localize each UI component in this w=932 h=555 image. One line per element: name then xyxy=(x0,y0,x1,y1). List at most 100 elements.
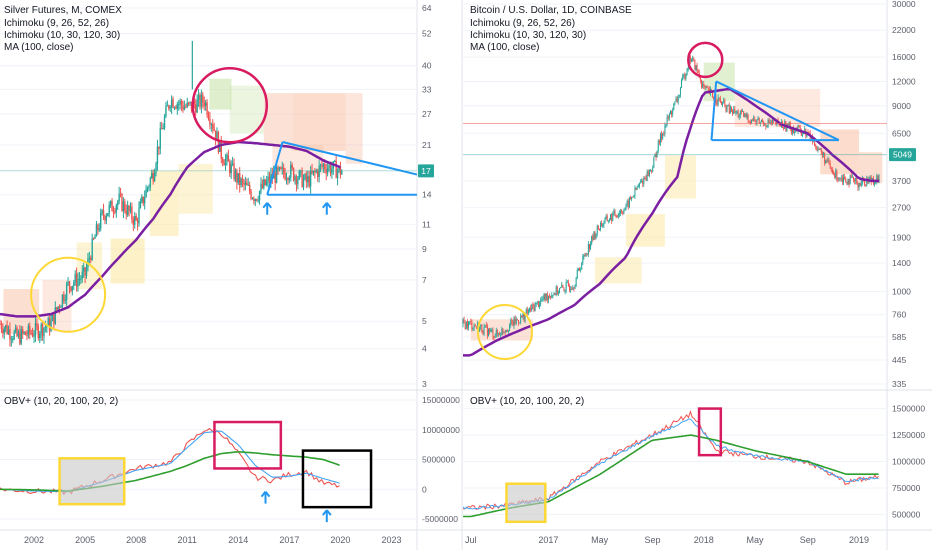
silver-candle-body xyxy=(180,100,183,106)
bitcoin-candle-body xyxy=(613,210,615,215)
silver-candle-body xyxy=(19,331,21,344)
bitcoin-candle-body xyxy=(858,183,860,188)
bitcoin-candle-body xyxy=(734,108,736,114)
bitcoin-candle-body xyxy=(843,176,845,183)
bitcoin-candle-body xyxy=(651,170,653,172)
silver-candle-body xyxy=(315,170,317,173)
silver-candle-body xyxy=(16,327,18,337)
bitcoin-candle-body xyxy=(788,122,790,126)
bitcoin-candle-body xyxy=(561,285,563,288)
silver-obv-label: OBV+ (10, 20, 100, 20, 2) xyxy=(4,396,118,407)
silver-candle-body xyxy=(51,314,54,321)
bitcoin-candle-body xyxy=(635,187,637,190)
silver-candle-body xyxy=(143,197,146,204)
bitcoin-obv-axis[interactable]: 1500000 1250000 1000000 750000 500000 xyxy=(892,404,925,520)
bitcoin-candle-body xyxy=(598,228,600,230)
svg-text:17: 17 xyxy=(421,166,431,176)
silver-candle-body xyxy=(317,170,319,177)
bitcoin-candle-body xyxy=(469,321,471,323)
silver-y-tick-label: 11 xyxy=(422,219,431,229)
bitcoin-x-tick-label: 2019 xyxy=(849,535,869,545)
bitcoin-candle-body xyxy=(602,224,604,227)
silver-candle-body xyxy=(254,199,257,201)
silver-candle-body xyxy=(63,294,65,301)
silver-candle-body xyxy=(325,169,327,174)
silver-candle-body xyxy=(212,124,214,129)
bitcoin-candle-body xyxy=(517,320,519,323)
silver-time-axis[interactable]: 2002 2005 2008 2011 2014 2017 2020 2023 xyxy=(24,535,401,545)
bitcoin-time-axis[interactable]: Jul 2017 May Sep 2018 May Sep 2019 xyxy=(465,535,869,545)
bitcoin-price-pane[interactable]: 3000022000160001200090006500500037002700… xyxy=(462,0,917,389)
bitcoin-obv-tick-label: 500000 xyxy=(892,509,921,519)
silver-price-axis[interactable]: 64 52 40 33 27 21 17 14 11 9 7 5 4 3 xyxy=(422,3,432,389)
bitcoin-candle-body xyxy=(592,235,594,240)
bitcoin-candle-body xyxy=(526,309,528,313)
silver-candle-body xyxy=(56,307,58,310)
silver-obv-tick-label: 15000000 xyxy=(422,395,460,405)
bitcoin-candle-body xyxy=(763,122,765,126)
bitcoin-candle-body xyxy=(815,146,817,149)
bitcoin-candle-body xyxy=(798,125,800,128)
bitcoin-candle-body xyxy=(830,168,832,170)
silver-obv-annotations xyxy=(58,420,373,523)
bitcoin-candle-body xyxy=(535,302,537,305)
bitcoin-candle-body xyxy=(769,122,771,124)
bitcoin-candle-body xyxy=(752,120,754,122)
silver-candle-body xyxy=(48,318,51,331)
bitcoin-y-tick-label: 2700 xyxy=(892,203,911,213)
silver-obv-pane[interactable]: 15000000 10000000 5000000 0 -5000000 OBV+ (1… xyxy=(0,395,460,524)
bitcoin-candle-body xyxy=(874,182,876,184)
silver-candle-body xyxy=(68,281,71,287)
svg-text:5049: 5049 xyxy=(893,150,912,160)
bitcoin-candle-body xyxy=(580,269,582,271)
silver-candle-body xyxy=(98,228,100,230)
bitcoin-candle-body xyxy=(539,304,541,307)
bitcoin-candle-body xyxy=(527,310,529,313)
bitcoin-candle-body xyxy=(531,304,533,311)
bitcoin-candle-body xyxy=(773,120,775,122)
bitcoin-candle-body xyxy=(536,301,538,303)
silver-candle-body xyxy=(243,180,245,185)
bitcoin-price-axis[interactable]: 3000022000160001200090006500500037002700… xyxy=(892,0,916,389)
bitcoin-obv-pane[interactable]: 1500000 1250000 1000000 750000 500000 OBV+ (… xyxy=(462,396,925,524)
bitcoin-candle-body xyxy=(835,170,837,178)
bitcoin-candle-body xyxy=(510,320,512,326)
silver-legend-ichimoku-1: Ichimoku (9, 26, 52, 26) xyxy=(4,18,109,29)
bitcoin-candle-body xyxy=(693,58,695,60)
silver-candle-body xyxy=(135,216,137,221)
bitcoin-candle-body xyxy=(473,325,475,328)
bitcoin-candle-body xyxy=(720,102,722,105)
silver-candle-body xyxy=(81,271,83,279)
bitcoin-candle-body xyxy=(876,175,878,182)
bitcoin-candle-body xyxy=(631,196,633,200)
bitcoin-obv-label: OBV+ (10, 20, 100, 20, 2) xyxy=(470,396,584,407)
silver-candle-body xyxy=(100,212,102,229)
silver-candle-body xyxy=(58,306,61,308)
silver-candle-body xyxy=(314,170,316,173)
silver-candle-body xyxy=(13,331,15,339)
bitcoin-candle-body xyxy=(854,179,856,182)
bitcoin-candle-body xyxy=(622,212,624,214)
silver-candle-body xyxy=(151,173,153,179)
silver-candle-body xyxy=(54,307,57,324)
bitcoin-candle-body xyxy=(746,114,748,118)
bitcoin-candle-body xyxy=(715,95,717,103)
silver-obv-axis[interactable]: 15000000 10000000 5000000 0 -5000000 xyxy=(422,395,460,524)
silver-candle-body xyxy=(47,318,49,327)
bitcoin-candle-body xyxy=(608,219,610,221)
silver-price-pane[interactable]: 64 52 40 33 27 21 17 14 11 9 7 5 4 3 Silver Futures, … xyxy=(0,3,434,389)
bitcoin-candle-body xyxy=(653,156,655,168)
bitcoin-candle-body xyxy=(575,277,577,287)
bitcoin-candle-body xyxy=(633,195,635,198)
bitcoin-candle-body xyxy=(549,295,551,297)
silver-candle-body xyxy=(84,267,86,276)
silver-candle-body xyxy=(136,220,139,224)
silver-candle-body xyxy=(61,294,64,307)
silver-ichimoku-clouds xyxy=(3,78,363,335)
bitcoin-price-tag: 5049 xyxy=(889,148,916,162)
silver-candle-body xyxy=(160,128,163,130)
bitcoin-x-tick-label: Sep xyxy=(644,535,660,545)
silver-candle-body xyxy=(10,339,13,341)
bitcoin-candle-body xyxy=(737,111,739,118)
silver-candle-body xyxy=(175,107,177,109)
